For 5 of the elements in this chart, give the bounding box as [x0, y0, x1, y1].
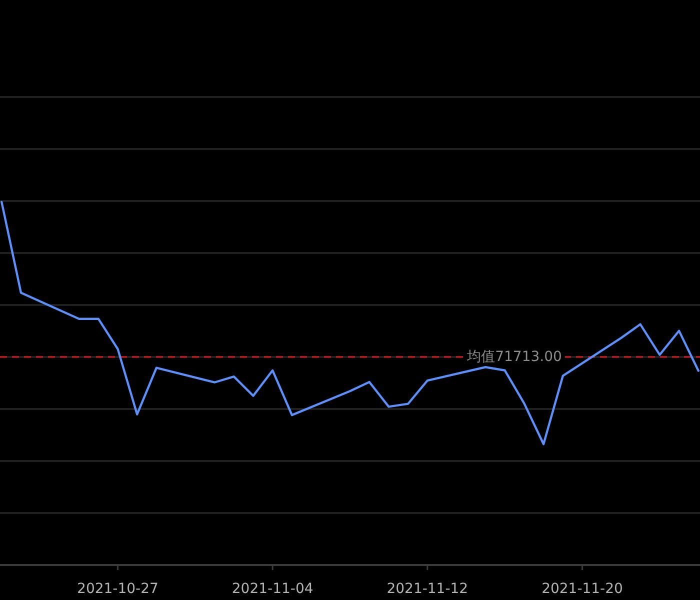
ref-line-label: 均值71713.00	[467, 348, 562, 365]
x-tick-label: 2021-10-27	[77, 581, 158, 597]
x-tick-label: 2021-11-20	[542, 581, 623, 597]
x-tick-label: 2021-11-12	[386, 581, 468, 597]
x-tick-label: 2021-11-04	[232, 581, 314, 597]
